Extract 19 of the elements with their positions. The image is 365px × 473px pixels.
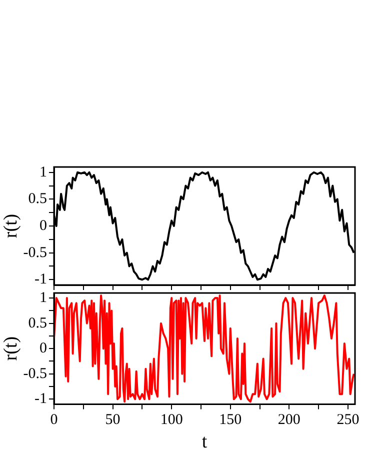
x-tick-label: 150 [219, 412, 242, 428]
y-tick-label: 0.5 [28, 315, 47, 332]
y-tick-label: -1 [34, 391, 47, 408]
y-axis-title: r(t) [0, 336, 22, 361]
x-tick-label: 250 [336, 412, 360, 428]
x-tick-label: 50 [105, 412, 120, 428]
x-tick-label: 100 [160, 412, 183, 428]
x-tick-label: 0 [50, 412, 58, 428]
y-tick-label: 0.5 [28, 191, 47, 208]
x-tick-label: 200 [278, 412, 300, 428]
y-tick-label: -0.5 [23, 244, 47, 261]
y-tick-label: 1 [40, 164, 47, 180]
x-axis-title: t [202, 432, 208, 453]
y-tick-label: 0 [40, 218, 47, 234]
y-axis-title: r(t) [0, 214, 22, 238]
y-tick-label: 0 [40, 340, 47, 357]
y-tick-label: 1 [40, 290, 47, 306]
y-tick-label: -1 [34, 272, 47, 288]
y-tick-label: -0.5 [23, 366, 47, 382]
